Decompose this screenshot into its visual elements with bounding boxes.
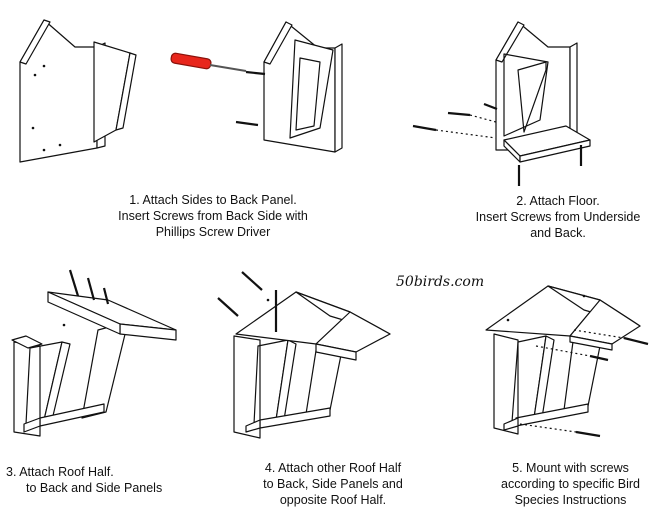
step-3-illustration (11, 269, 177, 437)
caption-line: 2. Attach Floor. (516, 194, 600, 208)
caption-line: 5. Mount with screws (512, 461, 629, 475)
caption-line: Species Instructions (514, 493, 627, 507)
step-1b-illustration (235, 21, 343, 153)
caption-line: 4. Attach other Roof Half (264, 461, 402, 475)
step-2-illustration (412, 21, 591, 186)
caption-line: 1. Attach Sides to Back Panel. (129, 193, 297, 207)
caption-line: and Back. (530, 226, 586, 240)
caption-line: Insert Screws from Underside (475, 210, 641, 224)
caption-line: 3. Attach Roof Half. (6, 465, 114, 479)
step-4-illustration (217, 271, 391, 439)
screwdriver-icon (170, 52, 247, 72)
caption-line: to Back and Side Panels (26, 481, 163, 495)
watermark: 50birds.com (396, 274, 485, 290)
caption-line: opposite Roof Half. (279, 493, 387, 507)
caption-line: Phillips Screw Driver (155, 225, 271, 239)
caption-line: according to specific Bird (501, 477, 640, 491)
step-2-caption: 2. Attach Floor. Insert Screws from Unde… (468, 193, 648, 241)
screw-holes (31, 64, 62, 152)
step-5-illustration (485, 285, 649, 438)
step-3-caption: 3. Attach Roof Half. to Back and Side Pa… (6, 464, 206, 496)
caption-line: to Back, Side Panels and (263, 477, 403, 491)
step-1-illustration (19, 19, 137, 163)
step-4-caption: 4. Attach other Roof Half to Back, Side … (228, 460, 438, 508)
caption-line: Insert Screws from Back Side with (118, 209, 308, 223)
step-1-caption: 1. Attach Sides to Back Panel. Insert Sc… (88, 192, 338, 240)
step-5-caption: 5. Mount with screws according to specif… (478, 460, 663, 508)
